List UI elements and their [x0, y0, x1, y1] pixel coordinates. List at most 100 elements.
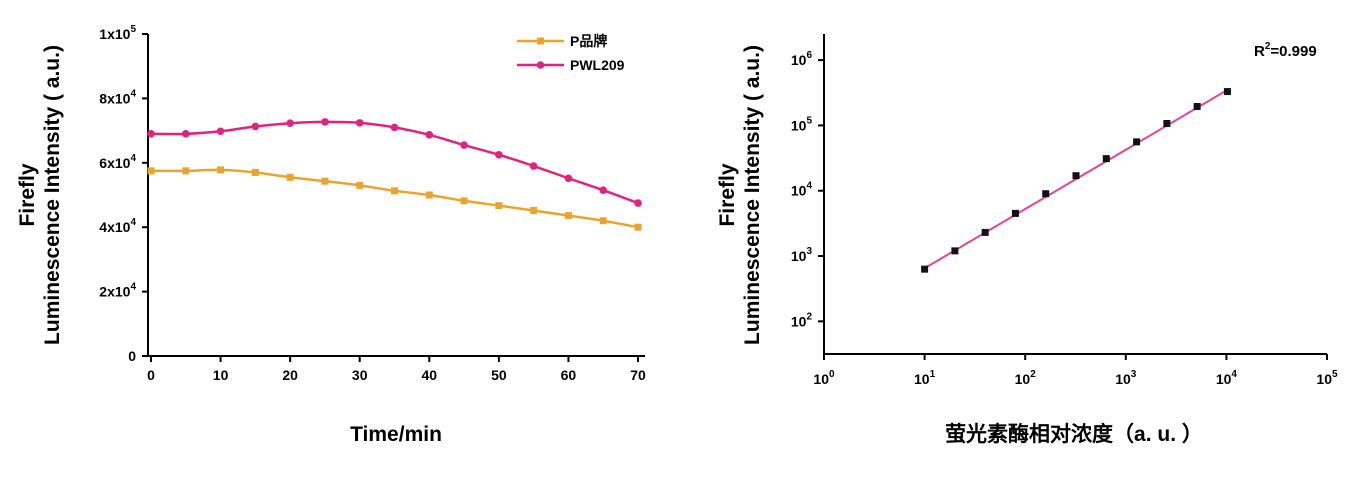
data-point-0	[147, 167, 155, 175]
data-point-1	[216, 127, 225, 136]
data-point-1	[460, 141, 468, 149]
data-point	[1223, 88, 1231, 96]
x-tick-label: 0	[147, 367, 155, 383]
data-point-0	[460, 197, 468, 205]
data-point-1	[321, 118, 329, 126]
x-tick-label: 101	[914, 369, 936, 387]
x-tick-label-exponent: 1	[930, 369, 936, 380]
x-tick-label-exponent: 0	[829, 369, 835, 380]
y-tick-label-exponent: 4	[130, 153, 136, 164]
data-point-0	[564, 212, 572, 220]
data-point	[981, 228, 989, 236]
y-tick-label: 105	[791, 115, 813, 133]
data-point	[1072, 172, 1080, 180]
y-tick-label-base: 4x10	[99, 219, 130, 235]
y-tick-label-base: 10	[791, 313, 807, 329]
data-point	[921, 265, 929, 273]
y-tick-label-base: 1x10	[99, 26, 130, 42]
x-tick-label: 102	[1015, 369, 1037, 387]
x-tick-label-exponent: 4	[1231, 369, 1237, 380]
data-point	[1011, 209, 1019, 217]
y-tick-label: 2x104	[99, 282, 136, 300]
x-tick-label: 104	[1216, 369, 1238, 387]
y-tick-label-base: 8x10	[99, 90, 130, 106]
data-point	[1133, 138, 1141, 146]
data-point-0	[495, 202, 503, 210]
y-axis-title: FireflyLuminescence Intensity ( a.u.)	[716, 45, 764, 345]
data-point-0	[321, 177, 329, 185]
y-tick-label-base: 2x10	[99, 284, 130, 300]
y-tick-label-exponent: 4	[130, 282, 136, 293]
data-point	[951, 247, 959, 255]
legend-marker-1	[536, 61, 545, 69]
data-point-0	[286, 173, 294, 181]
data-point-1	[425, 130, 434, 139]
y-tick-label: 4x104	[99, 217, 136, 235]
y-tick-label-exponent: 4	[806, 181, 812, 192]
data-point-0	[391, 187, 398, 195]
y-tick-label-exponent: 3	[806, 246, 812, 257]
y-tick-label-base: 10	[791, 248, 807, 264]
x-tick-label: 40	[421, 367, 437, 383]
x-tick-label: 103	[1115, 369, 1137, 387]
r-squared-value: =0.999	[1270, 43, 1316, 60]
x-tick-label: 50	[491, 367, 507, 383]
x-tick-label-base: 10	[1316, 371, 1332, 387]
x-tick-label-base: 10	[914, 371, 930, 387]
data-point-1	[599, 186, 608, 194]
r-squared-prefix: R	[1254, 43, 1265, 60]
data-point-1	[634, 199, 642, 207]
data-point-0	[217, 166, 225, 174]
data-point-1	[286, 119, 294, 127]
x-tick-label-base: 10	[813, 371, 829, 387]
y-tick-label-base: 10	[791, 117, 807, 133]
data-point-0	[425, 191, 433, 199]
y-axis-title: FireflyLuminescence Intensity ( a.u.)	[16, 45, 64, 345]
y-tick-label: 106	[791, 50, 813, 68]
y-tick-label-exponent: 5	[806, 115, 812, 126]
x-tick-label-exponent: 5	[1332, 369, 1338, 380]
x-tick-label: 10	[213, 367, 229, 383]
y-tick-label: 6x104	[99, 153, 136, 171]
data-point	[1042, 190, 1050, 198]
y-tick-label-exponent: 5	[130, 24, 136, 35]
y-tick-label: 103	[791, 246, 813, 264]
data-point	[1193, 102, 1201, 110]
data-point-0	[182, 167, 190, 175]
y-tick-label: 104	[791, 181, 813, 199]
y-tick-label: 1x105	[99, 24, 136, 42]
legend-label-0: P品牌	[570, 33, 607, 49]
data-point-0	[251, 168, 259, 176]
data-point-1	[251, 122, 260, 131]
y-tick-label-base: 10	[791, 52, 807, 68]
y-axis-title-line: Firefly	[716, 163, 739, 226]
data-point-0	[356, 181, 364, 189]
data-point-1	[355, 119, 364, 127]
legend-marker-0	[537, 37, 544, 45]
x-tick-label: 70	[630, 367, 646, 383]
y-tick-label: 0	[128, 348, 136, 364]
y-tick-label-exponent: 6	[806, 50, 812, 61]
data-point-0	[634, 223, 642, 231]
data-point	[1163, 120, 1171, 128]
legend-label-1: PWL209	[570, 57, 625, 73]
data-point-1	[390, 123, 399, 132]
y-tick-label: 102	[791, 311, 813, 329]
x-tick-label-base: 10	[1015, 371, 1031, 387]
data-point-1	[495, 150, 503, 159]
data-point-1	[147, 130, 155, 138]
y-axis-title-line: Luminescence Intensity ( a.u.)	[741, 45, 764, 345]
x-tick-label-base: 10	[1216, 371, 1232, 387]
x-axis-title: 萤光素酶相对浓度（a. u. ）	[945, 422, 1203, 446]
r-squared-sup: 2	[1265, 41, 1271, 52]
r-squared-annotation: R2=0.999	[1254, 41, 1317, 60]
x-tick-label: 100	[813, 369, 835, 387]
y-tick-label-base: 6x10	[99, 155, 130, 171]
y-axis-title-line: Firefly	[16, 163, 39, 226]
y-tick-label-exponent: 2	[806, 311, 812, 322]
x-tick-label-base: 10	[1115, 371, 1131, 387]
